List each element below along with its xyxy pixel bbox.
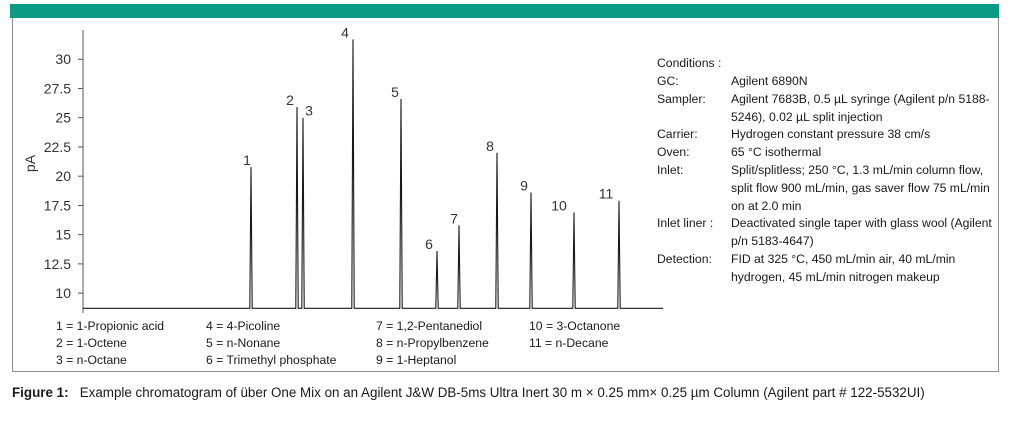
- peak-label: 8: [486, 138, 494, 154]
- chromatogram-trace: [83, 39, 663, 309]
- legend-item: 4 = 4-Picoline: [206, 319, 281, 333]
- condition-row-inlet: Inlet: Split/splitless; 250 °C, 1.3 mL/m…: [657, 162, 997, 215]
- figure-caption: Figure 1: Example chromatogram of über O…: [12, 384, 997, 402]
- legend-item: 7 = 1,2-Pentanediol: [376, 319, 483, 333]
- condition-row-carrier: Carrier: Hydrogen constant pressure 38 c…: [657, 126, 997, 144]
- condition-row-gc: GC: Agilent 6890N: [657, 73, 997, 91]
- condition-label: Inlet:: [657, 162, 684, 177]
- condition-value: Hydrogen constant pressure 38 cm/s: [731, 127, 931, 142]
- y-tick-label: 10: [55, 285, 71, 301]
- condition-row-inlet-liner: Inlet liner : Deactivated single taper w…: [657, 215, 997, 251]
- header-accent-bar: [10, 4, 999, 18]
- y-tick-label: 25: [55, 110, 71, 126]
- condition-label: GC:: [657, 74, 679, 88]
- peak-label: 4: [341, 24, 349, 40]
- legend-item: 2 = 1-Octene: [56, 336, 127, 350]
- y-tick-label: 30: [55, 51, 71, 67]
- y-tick-label: 20: [55, 168, 71, 184]
- condition-label: Oven:: [657, 145, 690, 160]
- y-tick-label: 27.5: [44, 80, 71, 96]
- condition-value: Agilent 7683B, 0.5 µL syringe (Agilent p…: [731, 91, 990, 124]
- legend-item: 1 = 1-Propionic acid: [56, 319, 165, 333]
- peak-label: 7: [450, 210, 458, 226]
- peak-label: 6: [425, 236, 433, 252]
- y-tick-label: 22.5: [44, 139, 71, 155]
- legend-item: 9 = 1-Heptanol: [376, 353, 457, 367]
- peak-label: 10: [551, 197, 567, 213]
- y-tick-label: 15: [55, 227, 71, 243]
- condition-value: Agilent 6890N: [731, 74, 808, 88]
- condition-row-detection: Detection: FID at 325 °C, 450 mL/min air…: [657, 251, 997, 287]
- condition-value: 65 °C isothermal: [731, 145, 822, 160]
- y-tick-label: 12.5: [44, 256, 71, 272]
- figure-label: Figure 1:: [12, 385, 69, 400]
- legend-item: 11 = n-Decane: [529, 336, 609, 350]
- condition-value: Split/splitless; 250 °C, 1.3 mL/min colu…: [731, 162, 990, 213]
- y-tick-label: 17.5: [44, 197, 71, 213]
- figure-caption-text: Example chromatogram of über One Mix on …: [79, 385, 925, 400]
- peak-label: 9: [520, 178, 528, 194]
- condition-row-oven: Oven: 65 °C isothermal: [657, 144, 997, 162]
- condition-row-sampler: Sampler: Agilent 7683B, 0.5 µL syringe (…: [657, 91, 997, 127]
- condition-label: Sampler:: [657, 91, 706, 106]
- condition-label: Carrier:: [657, 127, 698, 142]
- condition-value: Deactivated single taper with glass wool…: [731, 216, 992, 249]
- legend-item: 6 = Trimethyl phosphate: [206, 353, 337, 367]
- condition-label: Inlet liner :: [657, 216, 714, 231]
- figure-frame: 10 12.5 15 17.5 20 22.5 25 27.5 30 pA 1 2 3 4 5 6 7 8 9 10 1…: [12, 18, 999, 372]
- peak-label: 3: [305, 103, 313, 119]
- legend-item: 8 = n-Propylbenzene: [376, 336, 489, 350]
- y-axis-label: pA: [22, 154, 38, 172]
- legend-item: 10 = 3-Octanone: [529, 319, 621, 333]
- peak-legend: 1 = 1-Propionic acid 2 = 1-Octene 3 = n-…: [56, 318, 656, 370]
- peak-label: 5: [391, 84, 399, 100]
- condition-label: Detection:: [657, 251, 712, 266]
- conditions-title: Conditions :: [657, 56, 722, 70]
- condition-value: FID at 325 °C, 450 mL/min air, 40 mL/min…: [731, 251, 956, 284]
- peak-label: 1: [243, 152, 251, 168]
- peak-label: 11: [599, 186, 614, 202]
- legend-item: 3 = n-Octane: [56, 353, 127, 367]
- peak-label: 2: [286, 92, 294, 108]
- conditions-panel: Conditions : GC: Agilent 6890N Sampler: …: [657, 55, 997, 287]
- legend-item: 5 = n-Nonane: [206, 336, 281, 350]
